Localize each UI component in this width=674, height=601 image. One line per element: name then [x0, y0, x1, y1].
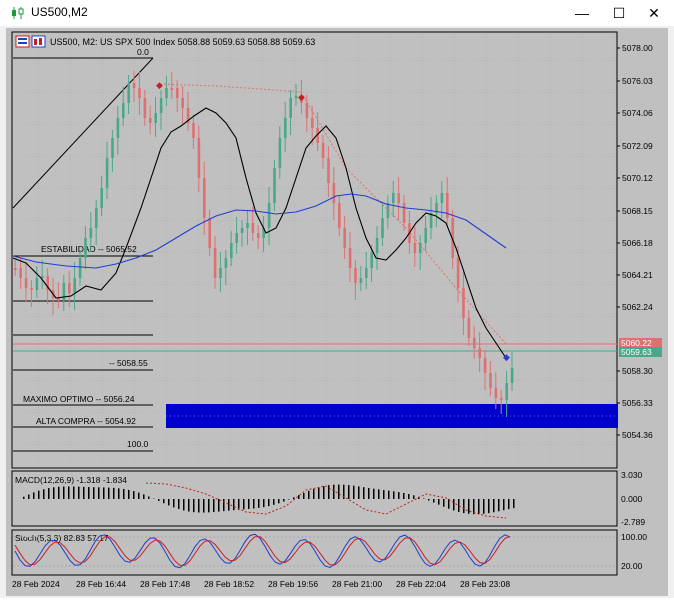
macd-axis-bottom: -2.789 [621, 517, 645, 527]
fib-label-maximo: MAXIMO OPTIMO -- 5056.24 [23, 394, 135, 404]
fib-label-estabilidad: ESTABILIDAD -- 5065.52 [41, 244, 137, 254]
svg-text:◆: ◆ [156, 80, 163, 90]
macd-label: MACD(12,26,9) -1.318 -1.834 [15, 475, 127, 485]
price-axis-label: 5074.06 [622, 108, 653, 118]
symbol-header: US500, M2: US SPX 500 Index 5058.88 5059… [50, 37, 315, 47]
stoch-axis-bottom: 20.00 [621, 561, 643, 571]
price-axis-label: 5076.03 [622, 76, 653, 86]
macd-axis-top: 3.030 [621, 470, 643, 480]
title-bar: US500,M2 — ☐ ✕ [0, 0, 674, 26]
time-axis-label: 28 Feb 18:52 [204, 579, 254, 589]
close-button[interactable]: ✕ [636, 0, 672, 26]
time-axis-label: 28 Feb 2024 [12, 579, 60, 589]
price-axis-label: 5054.36 [622, 430, 653, 440]
time-axis: 28 Feb 2024 28 Feb 16:44 28 Feb 17:48 28 Fe… [12, 579, 510, 589]
fib-label-3: -- 5058.55 [109, 358, 148, 368]
price-axis-label: 5070.12 [622, 173, 653, 183]
price-axis-label: 5066.18 [622, 238, 653, 248]
minimize-button[interactable]: — [564, 0, 600, 26]
fib-label-alta: ALTA COMPRA -- 5054.92 [36, 416, 136, 426]
time-axis-label: 28 Feb 16:44 [76, 579, 126, 589]
time-axis-label: 28 Feb 21:00 [332, 579, 382, 589]
price-axis-label: 5068.15 [622, 206, 653, 216]
price-axis-label: 5056.33 [622, 398, 653, 408]
stoch-axis-top: 100.00 [621, 532, 647, 542]
svg-text:◆: ◆ [298, 92, 305, 102]
price-axis: 5078.00 5076.03 5074.06 5072.09 5070.12 5068.… [617, 43, 653, 440]
time-axis-label: 28 Feb 23:08 [460, 579, 510, 589]
fib-label-100: 100.0 [127, 439, 149, 449]
maximize-button[interactable]: ☐ [601, 0, 637, 26]
price-axis-label: 5064.21 [622, 270, 653, 280]
time-axis-label: 28 Feb 22:04 [396, 579, 446, 589]
price-tag-current-text: 5059.63 [621, 347, 652, 357]
macd-axis-zero: 0.000 [621, 494, 643, 504]
price-axis-label: 5078.00 [622, 43, 653, 53]
chart-area[interactable]: US500, M2: US SPX 500 Index 5058.88 5059… [6, 28, 668, 596]
window-title: US500,M2 [31, 5, 88, 19]
time-axis-label: 28 Feb 17:48 [140, 579, 190, 589]
svg-text:◆: ◆ [503, 352, 510, 362]
price-axis-label: 5058.30 [622, 366, 653, 376]
candlestick-icon [10, 6, 26, 20]
price-axis-label: 5062.24 [622, 302, 653, 312]
price-axis-label: 5072.09 [622, 141, 653, 151]
fib-label-0: 0.0 [137, 47, 149, 57]
time-axis-label: 28 Feb 19:56 [268, 579, 318, 589]
